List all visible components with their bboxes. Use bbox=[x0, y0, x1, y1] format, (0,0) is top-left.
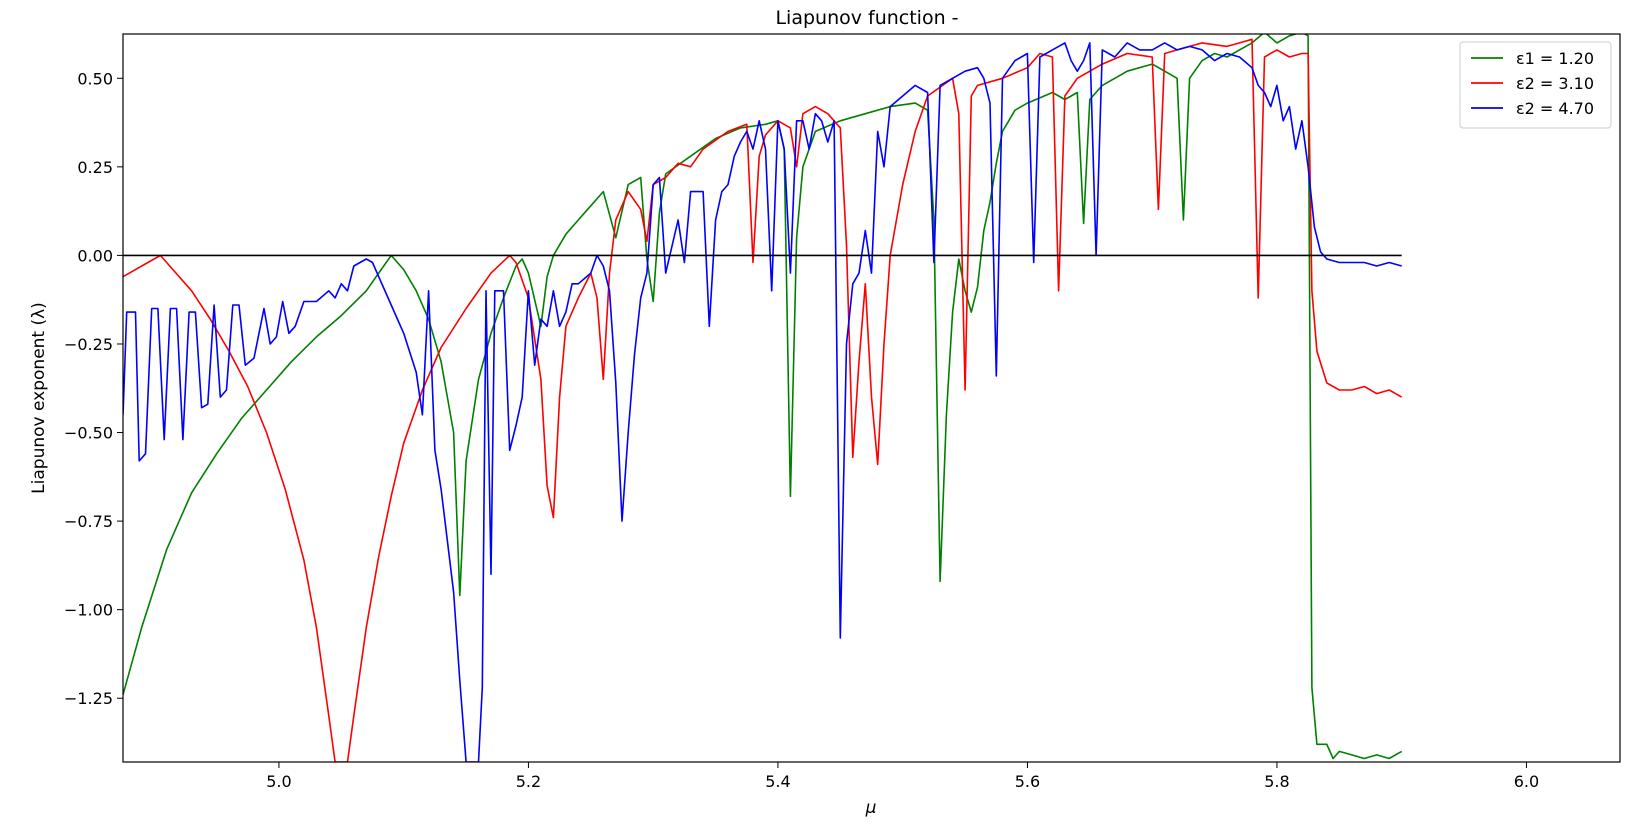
y-tick-label: 0.50 bbox=[77, 69, 113, 88]
legend: ε1 = 1.20 ε2 = 3.10 ε2 = 4.70 bbox=[1459, 41, 1612, 129]
series-line-2 bbox=[123, 38, 1403, 762]
legend-label-1: ε1 = 1.20 bbox=[1516, 49, 1594, 68]
chart-title: Liapunov function - bbox=[775, 7, 958, 29]
y-tick-label: −1.00 bbox=[64, 601, 113, 620]
series-group bbox=[123, 34, 1403, 762]
y-tick-label: −0.75 bbox=[64, 512, 113, 531]
series-line-3 bbox=[123, 42, 1402, 762]
x-tick-label: 5.4 bbox=[765, 772, 790, 791]
x-axis-label: μ bbox=[865, 798, 877, 818]
x-tick-label: 5.0 bbox=[266, 772, 291, 791]
y-axis-label: Liapunov exponent (λ) bbox=[29, 302, 49, 494]
y-tick-label: 0.25 bbox=[77, 158, 113, 177]
y-tick-label: −1.25 bbox=[64, 689, 113, 708]
legend-label-3: ε2 = 4.70 bbox=[1516, 99, 1594, 118]
y-axis: 0.50 0.25 0.00 −0.25 −0.50 −0.75 −1.00 −1.25 bbox=[64, 69, 123, 708]
series-line-1 bbox=[123, 34, 1403, 760]
x-tick-label: 5.8 bbox=[1264, 772, 1289, 791]
legend-label-2: ε2 = 3.10 bbox=[1516, 74, 1594, 93]
legend-box bbox=[1459, 41, 1612, 129]
x-tick-label: 5.6 bbox=[1015, 772, 1040, 791]
x-axis: 5.0 5.2 5.4 5.6 5.8 6.0 bbox=[266, 762, 1539, 791]
plot-frame bbox=[122, 33, 1621, 763]
y-tick-label: −0.25 bbox=[64, 335, 113, 354]
y-tick-label: −0.50 bbox=[64, 424, 113, 443]
x-tick-label: 6.0 bbox=[1514, 772, 1539, 791]
x-tick-label: 5.2 bbox=[516, 772, 541, 791]
y-tick-label: 0.00 bbox=[77, 246, 113, 265]
